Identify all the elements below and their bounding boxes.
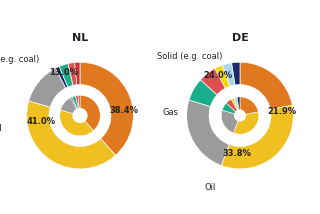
Wedge shape	[29, 68, 66, 107]
Wedge shape	[71, 97, 80, 116]
Text: 33.8%: 33.8%	[223, 149, 252, 158]
Wedge shape	[200, 68, 225, 95]
Wedge shape	[59, 64, 73, 87]
Wedge shape	[60, 110, 93, 136]
Wedge shape	[80, 62, 133, 155]
Wedge shape	[80, 95, 100, 131]
Wedge shape	[221, 105, 293, 169]
Text: Oil: Oil	[205, 183, 216, 192]
Wedge shape	[240, 62, 292, 110]
Wedge shape	[231, 98, 240, 116]
Wedge shape	[240, 97, 258, 116]
Text: 38.4%: 38.4%	[109, 106, 138, 115]
Wedge shape	[72, 96, 80, 116]
Wedge shape	[232, 62, 240, 85]
Text: Gas: Gas	[163, 108, 179, 117]
Text: 41.0%: 41.0%	[27, 117, 56, 126]
Wedge shape	[221, 110, 240, 133]
Wedge shape	[222, 103, 240, 116]
Wedge shape	[55, 67, 68, 88]
Text: (e.g. coal): (e.g. coal)	[0, 55, 40, 64]
Circle shape	[73, 109, 87, 122]
Wedge shape	[223, 63, 235, 86]
Wedge shape	[68, 62, 77, 85]
Text: 13.0%: 13.0%	[50, 68, 78, 77]
Text: 24.0%: 24.0%	[203, 71, 232, 80]
Text: il: il	[0, 124, 2, 133]
Wedge shape	[27, 101, 116, 169]
Text: Solid (e.g. coal): Solid (e.g. coal)	[157, 52, 223, 61]
Text: 21.9%: 21.9%	[267, 107, 296, 116]
Wedge shape	[76, 95, 80, 116]
Wedge shape	[78, 95, 80, 116]
Text: DE: DE	[232, 33, 248, 43]
Wedge shape	[226, 99, 240, 116]
Wedge shape	[215, 65, 230, 88]
Wedge shape	[237, 97, 240, 116]
Wedge shape	[60, 98, 80, 116]
Text: NL: NL	[72, 33, 88, 43]
Circle shape	[235, 110, 245, 121]
Wedge shape	[75, 62, 80, 85]
Wedge shape	[234, 112, 259, 134]
Wedge shape	[187, 100, 229, 165]
Wedge shape	[189, 80, 217, 107]
Wedge shape	[234, 97, 240, 116]
